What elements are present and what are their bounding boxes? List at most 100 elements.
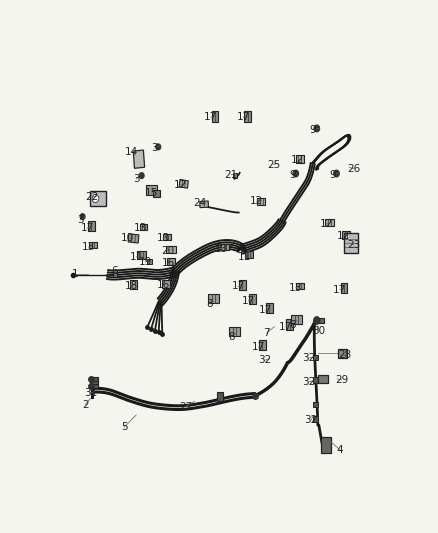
Text: 20: 20 — [161, 246, 174, 256]
Text: 24: 24 — [194, 198, 207, 208]
Text: 22: 22 — [85, 192, 98, 203]
Text: 8: 8 — [206, 299, 212, 309]
Bar — [212, 111, 219, 122]
Text: 32: 32 — [302, 377, 315, 387]
Text: 32: 32 — [302, 353, 315, 363]
Text: 16: 16 — [162, 257, 175, 268]
Bar — [200, 201, 208, 208]
Bar — [222, 244, 229, 251]
Bar — [90, 377, 98, 381]
Bar — [257, 198, 265, 205]
Text: 17: 17 — [242, 296, 255, 306]
Text: 30: 30 — [312, 326, 325, 336]
Text: 13: 13 — [134, 223, 147, 233]
Text: 7: 7 — [264, 328, 270, 338]
Circle shape — [139, 173, 144, 179]
Bar — [128, 234, 139, 243]
Text: 26: 26 — [347, 164, 360, 174]
Text: 12: 12 — [250, 197, 263, 206]
Text: 12: 12 — [320, 219, 333, 229]
Text: 28: 28 — [338, 350, 352, 360]
Text: 4: 4 — [336, 445, 343, 455]
Bar — [344, 233, 357, 253]
Bar — [179, 180, 188, 188]
Text: 12: 12 — [291, 156, 304, 165]
Text: 32: 32 — [258, 356, 271, 365]
Text: 21: 21 — [225, 170, 238, 180]
Bar — [90, 384, 98, 388]
Bar — [163, 234, 170, 240]
Circle shape — [92, 195, 99, 203]
Circle shape — [314, 317, 320, 324]
Text: 10: 10 — [121, 233, 134, 244]
Bar — [313, 416, 318, 422]
Bar — [266, 303, 273, 313]
Text: 13: 13 — [215, 244, 228, 254]
Text: 14: 14 — [124, 147, 138, 157]
Bar — [259, 340, 266, 350]
Circle shape — [156, 144, 161, 150]
Bar — [137, 251, 146, 259]
Bar — [296, 156, 304, 163]
Bar — [167, 258, 175, 265]
Text: 13: 13 — [157, 233, 170, 244]
Text: 17: 17 — [80, 223, 94, 233]
Text: 25: 25 — [267, 159, 280, 169]
Bar — [146, 185, 156, 196]
Bar — [313, 402, 318, 407]
Circle shape — [314, 125, 320, 132]
Bar — [153, 190, 160, 197]
Text: 17: 17 — [204, 112, 218, 122]
Circle shape — [334, 170, 339, 177]
Bar — [239, 280, 246, 290]
Bar — [233, 173, 237, 178]
Text: 15: 15 — [145, 188, 158, 198]
Text: 17: 17 — [252, 342, 265, 352]
Bar — [90, 380, 98, 384]
Text: 11: 11 — [238, 252, 251, 262]
Text: 31: 31 — [84, 388, 97, 398]
Bar — [339, 349, 347, 358]
Text: 12: 12 — [174, 180, 187, 190]
Text: 17: 17 — [237, 112, 250, 122]
Text: 1: 1 — [72, 269, 78, 279]
Text: 9: 9 — [330, 170, 336, 180]
Bar — [291, 314, 302, 324]
Bar — [113, 272, 117, 277]
Bar — [166, 246, 176, 253]
Bar — [286, 319, 293, 330]
Text: 23: 23 — [347, 239, 360, 249]
Text: 9: 9 — [289, 170, 296, 180]
Text: 16: 16 — [157, 280, 170, 290]
Bar — [162, 280, 170, 288]
Bar — [313, 355, 318, 360]
Text: 13: 13 — [289, 282, 302, 293]
Bar — [313, 377, 318, 383]
Text: 6: 6 — [111, 266, 117, 276]
Bar — [296, 284, 304, 289]
Bar — [321, 437, 332, 453]
Bar — [89, 243, 96, 248]
Bar — [133, 150, 145, 168]
Text: 17: 17 — [258, 305, 272, 315]
Text: 5: 5 — [121, 422, 127, 432]
Text: 29: 29 — [335, 375, 348, 385]
Circle shape — [293, 170, 298, 177]
Text: 17: 17 — [333, 285, 346, 295]
Bar — [341, 282, 347, 293]
Bar — [318, 375, 328, 383]
Bar — [325, 219, 334, 227]
Bar — [208, 294, 219, 303]
Text: 3: 3 — [77, 215, 84, 225]
Text: 8: 8 — [289, 320, 296, 329]
Circle shape — [80, 214, 85, 220]
Bar — [249, 294, 256, 304]
Bar — [318, 318, 324, 324]
Bar — [229, 327, 240, 336]
Bar — [147, 259, 152, 264]
Text: 17: 17 — [279, 321, 292, 332]
Bar — [342, 231, 350, 239]
Text: 13: 13 — [82, 243, 95, 253]
Text: 19: 19 — [139, 257, 152, 267]
Text: 11: 11 — [130, 252, 143, 262]
